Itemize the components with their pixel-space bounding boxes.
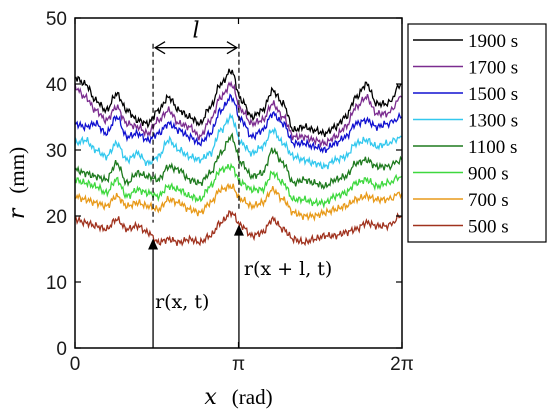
y-tick-label: 20 xyxy=(46,207,67,228)
x-axis-label: x (rad) xyxy=(204,385,272,410)
legend-label: 1900 s xyxy=(468,31,518,52)
series-line-700s xyxy=(74,182,403,222)
y-tick-label: 40 xyxy=(46,75,67,96)
y-tick-label: 30 xyxy=(46,141,67,162)
r-left-label: r(x, t) xyxy=(155,291,209,313)
series-layer xyxy=(74,68,403,247)
x-tick-label: 0 xyxy=(70,354,81,375)
x-tick-label: 2π xyxy=(390,354,414,375)
y-axis-label: r (mm) xyxy=(5,147,30,219)
y-tick-label: 0 xyxy=(56,339,67,360)
l-label: l xyxy=(192,19,199,44)
x-axis-variable: x xyxy=(204,385,217,410)
y-tick-label: 50 xyxy=(46,9,67,30)
legend-box xyxy=(407,23,547,243)
legend-label: 1700 s xyxy=(468,58,518,79)
annotation-layer: l r(x, t) r(x + l, t) xyxy=(148,19,332,348)
series-line-1300s xyxy=(74,112,403,170)
series-line-1500s xyxy=(74,93,403,154)
r-left-arrow-head xyxy=(148,238,159,250)
l-arrowhead-right xyxy=(226,41,239,55)
y-axis-variable: r xyxy=(5,207,30,219)
y-tick-label: 10 xyxy=(46,273,67,294)
x-axis-unit: (rad) xyxy=(232,385,273,409)
legend-label: 900 s xyxy=(468,164,509,185)
x-tick-label: π xyxy=(232,354,245,375)
series-line-1700s xyxy=(74,80,403,149)
series-line-1900s xyxy=(75,68,403,138)
l-arrowhead-left xyxy=(153,41,166,55)
legend-label: 1300 s xyxy=(468,111,518,132)
legend: 1900 s 1700 s 1500 s 1300 s 1100 s 900 s 700 s… xyxy=(407,23,547,243)
legend-label: 1500 s xyxy=(468,84,518,105)
series-line-1100s xyxy=(74,132,403,190)
r-right-arrow-head xyxy=(233,224,244,236)
r-right-label: r(x + l, t) xyxy=(244,258,332,280)
series-line-900s xyxy=(74,162,403,209)
legend-label: 700 s xyxy=(468,190,509,211)
legend-label: 500 s xyxy=(468,217,509,238)
y-axis-unit: (mm) xyxy=(5,147,29,194)
legend-label: 1100 s xyxy=(468,137,517,158)
series-line-500s xyxy=(74,210,403,247)
